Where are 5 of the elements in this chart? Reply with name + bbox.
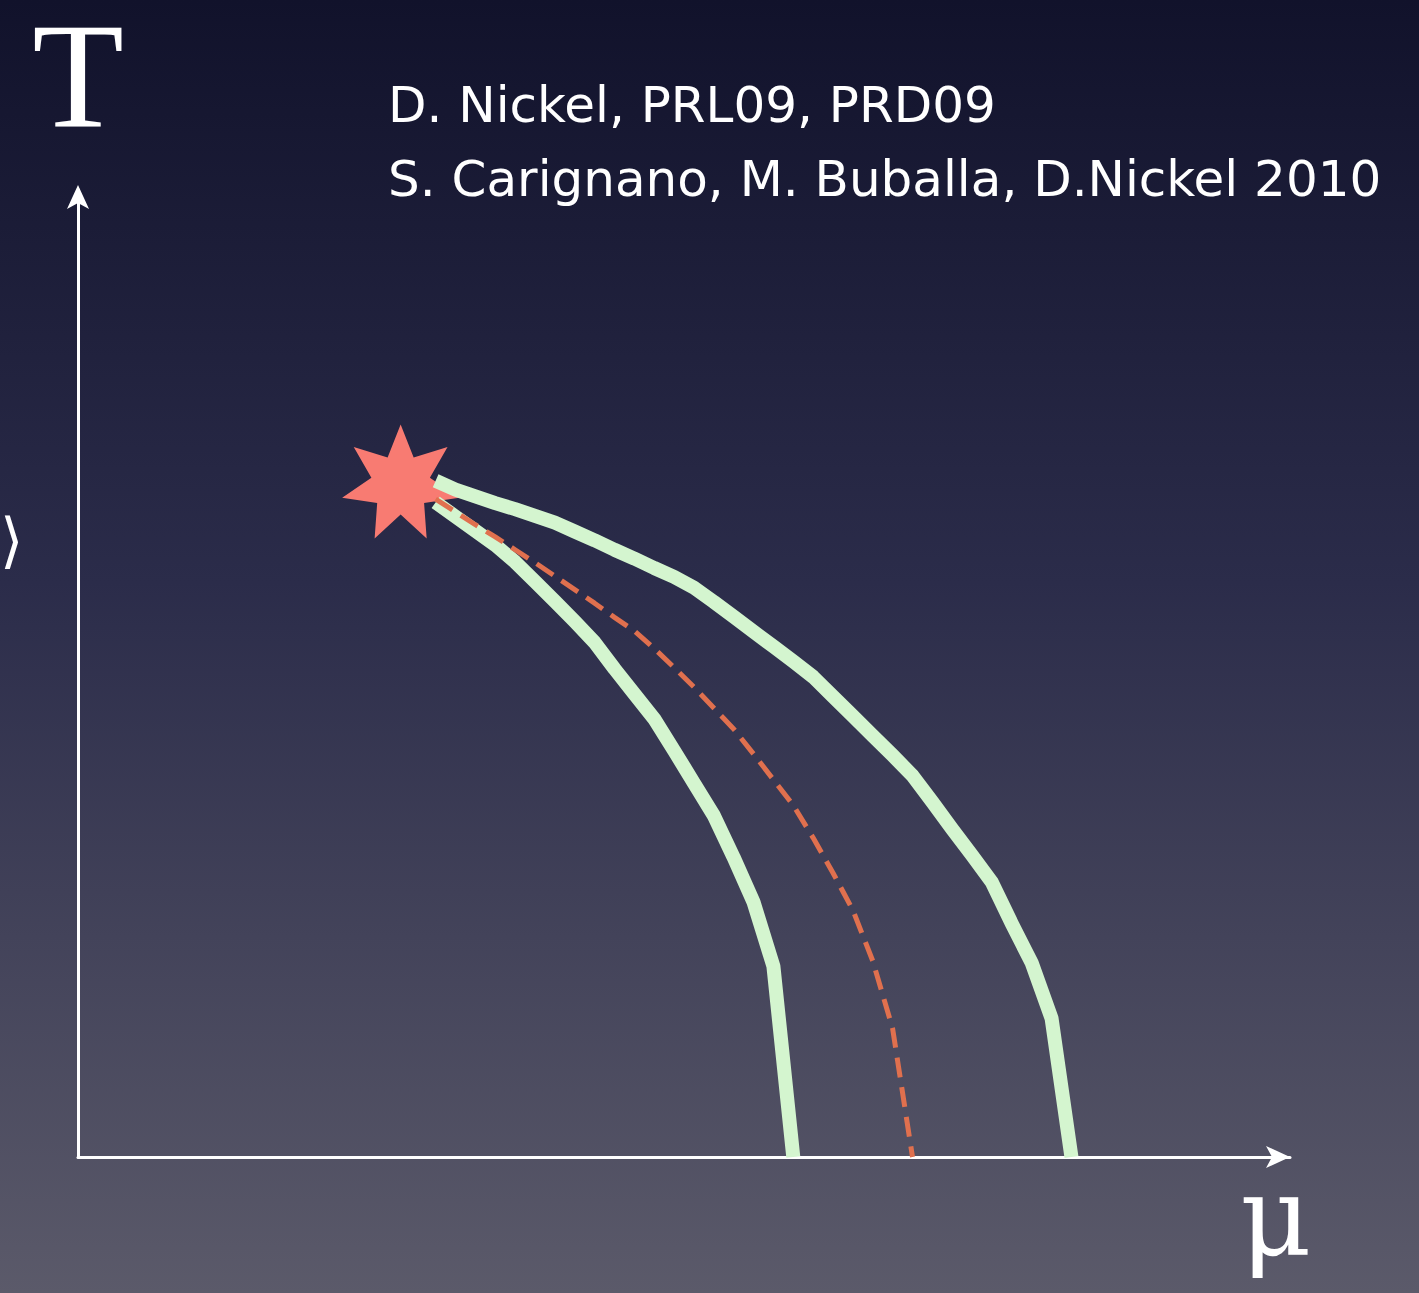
text: ⟩ [0, 505, 24, 575]
y-axis-title: T [32, 0, 124, 158]
x-axis-title: μ [1240, 1153, 1312, 1281]
text: D. Nickel, PRL09, PRD09 [388, 76, 996, 134]
text: S. Carignano, M. Buballa, D.Nickel 2010 [388, 150, 1382, 208]
